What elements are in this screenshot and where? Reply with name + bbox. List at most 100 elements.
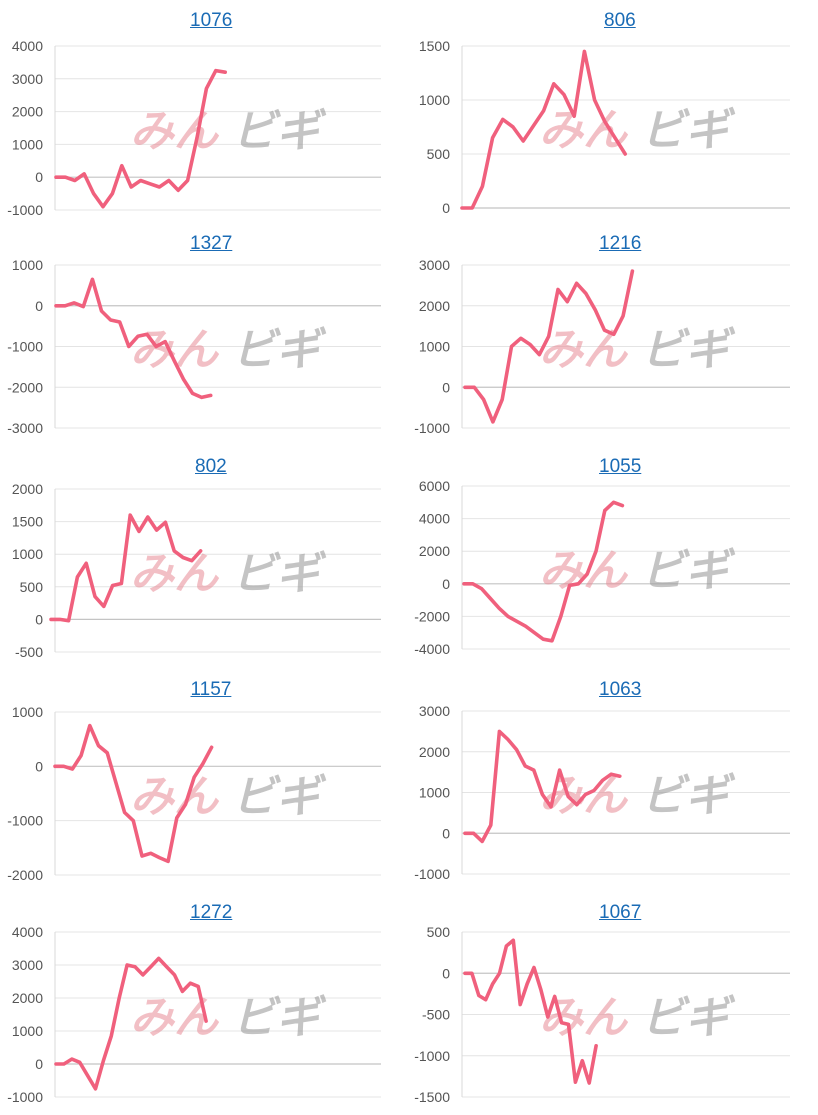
y-tick-label: 0	[35, 611, 43, 627]
y-tick-label: 2000	[419, 744, 450, 760]
chart-plot: 1500 1000 500 0 みん ビギ	[419, 38, 790, 216]
y-tick-label: 3000	[12, 71, 43, 87]
chart-title-link[interactable]: 1272	[190, 902, 233, 923]
watermark-logo: ビギ	[232, 772, 327, 823]
watermark-logo: みん	[539, 546, 629, 597]
y-tick-label: 500	[427, 924, 451, 940]
y-tick-label: 1000	[12, 546, 43, 562]
series-line	[54, 277, 213, 400]
watermark-logo: ビギ	[232, 549, 327, 600]
y-tick-label: -1000	[7, 1089, 43, 1105]
chart-plot: 4000 3000 2000 1000 0 -1000 みん ビギ	[7, 38, 381, 218]
chart-title-link[interactable]: 1327	[190, 233, 233, 254]
y-tick-label: 1500	[419, 38, 450, 54]
chart-plot: 1000 0 -1000 -2000 -3000 みん ビギ	[7, 257, 381, 436]
y-tick-label: 2000	[419, 298, 450, 314]
y-tick-label: 2000	[12, 104, 43, 120]
series-line	[54, 956, 208, 1091]
y-tick-label: -2000	[7, 379, 43, 395]
chart-title-link[interactable]: 806	[604, 10, 636, 31]
chart-plot: 2000 1500 1000 500 0 -500 みん ビギ	[12, 481, 381, 660]
chart-1076: 1076 4000 3000 2000 1000 0 -1000 みん ビギ	[0, 0, 409, 223]
y-tick-label: -1000	[414, 420, 450, 436]
y-tick-label: -1000	[414, 866, 450, 882]
y-tick-label: 500	[427, 146, 451, 162]
chart-title-link[interactable]: 802	[195, 456, 227, 477]
y-tick-label: 1000	[419, 785, 450, 801]
y-tick-label: 3000	[419, 257, 450, 273]
series-line	[49, 513, 203, 623]
y-tick-label: 0	[442, 576, 450, 592]
y-tick-label: 1000	[419, 92, 450, 108]
watermark-logo: ビギ	[641, 546, 736, 597]
watermark-logo: ビギ	[232, 993, 327, 1044]
y-tick-label: -1000	[7, 813, 43, 829]
y-tick-label: 0	[442, 200, 450, 216]
watermark-logo: ビギ	[641, 105, 736, 156]
y-tick-label: -2000	[414, 608, 450, 624]
y-tick-label: 1000	[12, 136, 43, 152]
y-tick-label: 1000	[12, 1023, 43, 1039]
series-line	[462, 500, 625, 643]
y-tick-label: 1000	[12, 257, 43, 273]
chart-1327: 1327 1000 0 -1000 -2000 -3000 みん ビギ	[0, 223, 409, 446]
y-tick-label: 1500	[12, 514, 43, 530]
series-line	[463, 269, 635, 424]
chart-1067: 1067 500 0 -500 -1000 -1500 みん ビギ	[409, 892, 818, 1115]
y-tick-label: 0	[35, 758, 43, 774]
series-line	[463, 729, 622, 844]
y-tick-label: 0	[442, 965, 450, 981]
chart-title-link[interactable]: 1157	[190, 679, 232, 700]
watermark-logo: ビギ	[641, 993, 736, 1044]
y-tick-label: 4000	[419, 511, 450, 527]
watermark-logo: ビギ	[232, 106, 327, 157]
y-tick-label: 1000	[419, 339, 450, 355]
y-tick-label: 500	[20, 579, 44, 595]
y-tick-label: 0	[35, 169, 43, 185]
watermark-logo: みん	[130, 106, 220, 157]
y-tick-label: 4000	[12, 924, 43, 940]
chart-title-link[interactable]: 1067	[599, 902, 642, 923]
y-tick-label: -4000	[414, 641, 450, 657]
series-line	[53, 723, 214, 864]
y-tick-label: 0	[35, 298, 43, 314]
chart-1216: 1216 3000 2000 1000 0 -1000 みん ビギ	[409, 223, 818, 446]
y-tick-label: 2000	[12, 481, 43, 497]
y-tick-label: 1000	[12, 704, 43, 720]
series-line	[463, 938, 598, 1085]
y-tick-label: 0	[442, 379, 450, 395]
y-tick-label: 4000	[12, 38, 43, 54]
chart-title-link[interactable]: 1063	[599, 679, 642, 700]
chart-1157: 1157 1000 0 -1000 -2000 みん ビギ	[0, 669, 409, 892]
series-line	[54, 68, 227, 209]
chart-806: 806 1500 1000 500 0 みん ビギ	[409, 0, 818, 223]
chart-plot: 1000 0 -1000 -2000 みん ビギ	[7, 704, 381, 883]
y-tick-label: 2000	[419, 543, 450, 559]
y-tick-label: 3000	[12, 957, 43, 973]
watermark-logo: ビギ	[232, 325, 327, 376]
y-tick-label: -500	[422, 1007, 450, 1023]
y-tick-label: 2000	[12, 990, 43, 1006]
y-tick-label: -1500	[414, 1089, 450, 1105]
watermark-logo: みん	[130, 325, 220, 376]
y-tick-label: 0	[442, 825, 450, 841]
y-tick-label: 6000	[419, 478, 450, 494]
watermark-logo: みん	[130, 772, 220, 823]
watermark-logo: ビギ	[641, 325, 736, 376]
chart-title-link[interactable]: 1055	[599, 456, 642, 477]
y-tick-label: -1000	[7, 339, 43, 355]
y-tick-label: -2000	[7, 867, 43, 883]
chart-title-link[interactable]: 1216	[599, 233, 642, 254]
chart-title-link[interactable]: 1076	[190, 10, 233, 31]
watermark-logo: みん	[539, 105, 629, 156]
y-tick-label: -500	[15, 644, 43, 660]
watermark-logo: みん	[130, 549, 220, 600]
watermark-logo: ビギ	[641, 771, 736, 822]
chart-1272: 1272 4000 3000 2000 1000 0 -1000 みん ビギ	[0, 892, 409, 1115]
y-tick-label: -1000	[7, 202, 43, 218]
y-tick-label: 0	[35, 1056, 43, 1072]
